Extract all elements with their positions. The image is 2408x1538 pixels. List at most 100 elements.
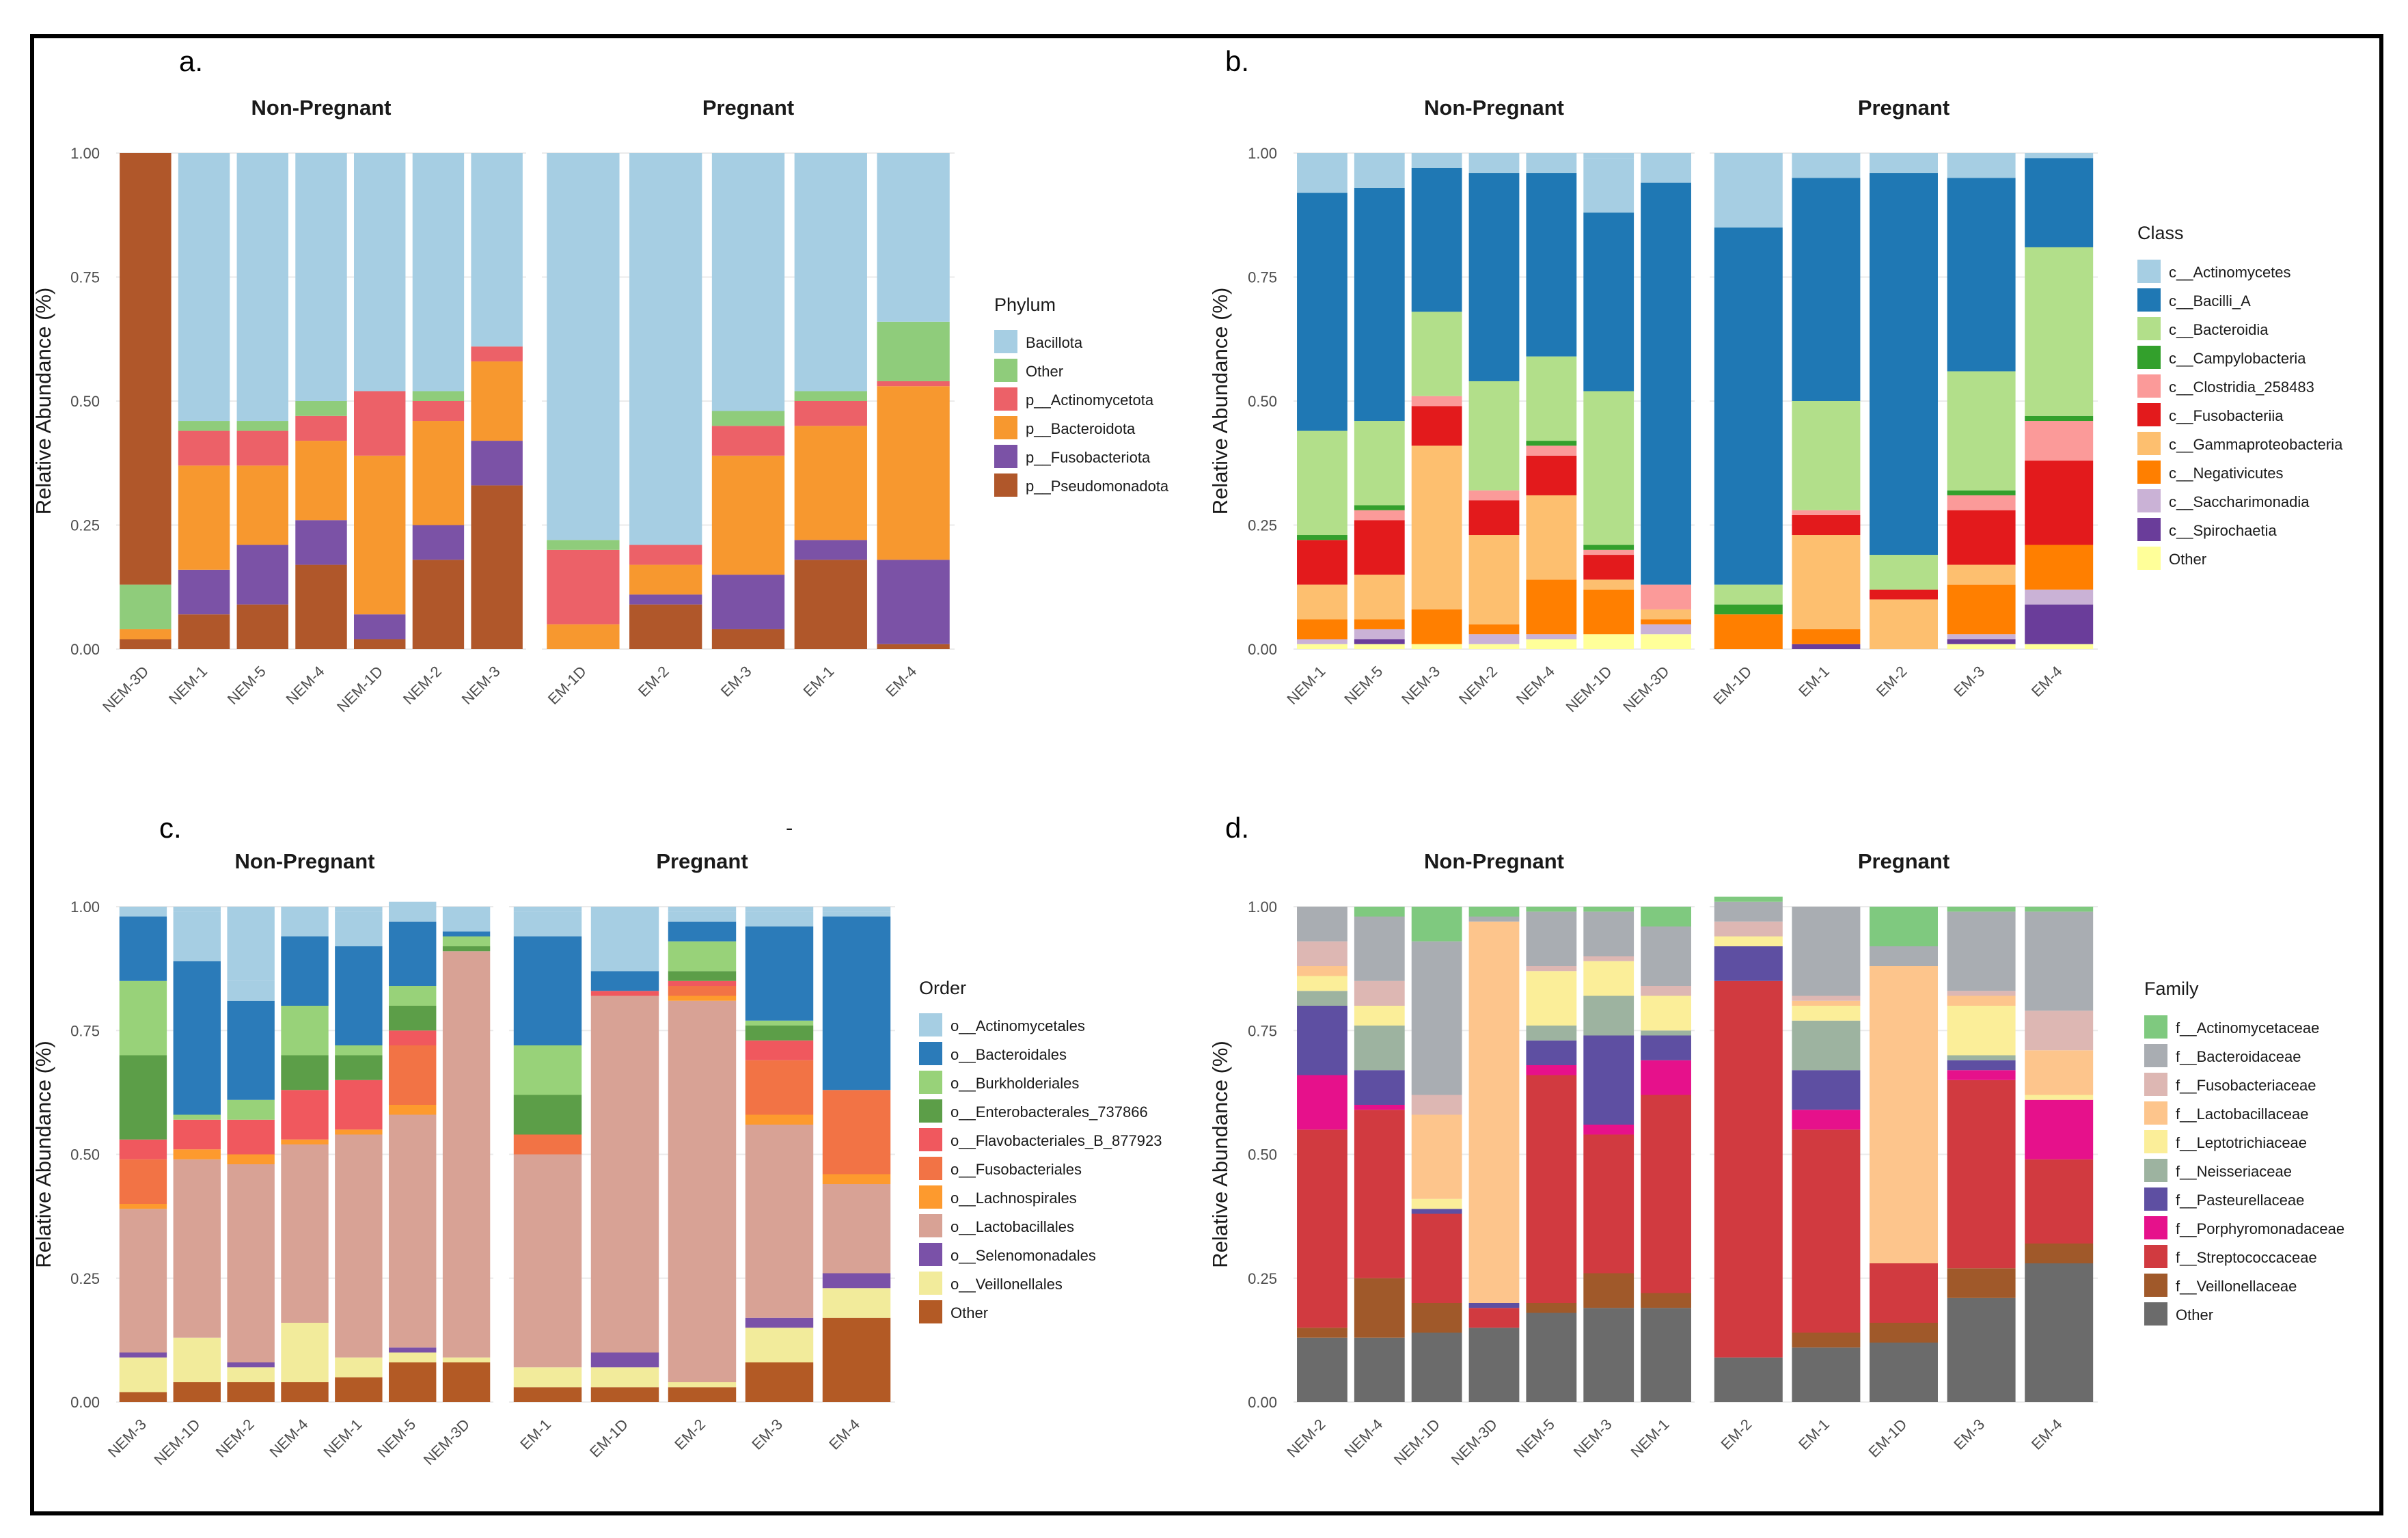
bar-segment [1583,961,1634,996]
legend-item-label: Other [950,1304,988,1321]
legend-swatch [2144,1187,2167,1211]
bar-segment [745,911,814,926]
legend-item-label: Bacillota [1026,334,1083,351]
bar-segment [547,624,620,649]
y-tick-label: 0.25 [1248,517,1277,534]
legend-item-label: o__Fusobacteriales [950,1161,1082,1178]
bar-segment [1468,921,1520,1303]
bar-segment [335,1055,383,1080]
y-tick-label: 1.00 [1248,145,1277,162]
bar-segment [1468,1328,1520,1402]
bar-segment [227,1119,275,1155]
x-tick-label: EM-3 [1950,1416,1988,1453]
bar-segment [1792,629,1861,644]
bar-segment [1870,153,1938,174]
bar-segment [173,907,221,912]
x-tick-label: NEM-1D [1562,663,1615,715]
legend-swatch [919,1157,942,1180]
bar-segment [471,346,523,361]
bar-segment [173,1149,221,1159]
legend-item-label: o__Lachnospirales [950,1190,1077,1207]
x-tick-label: NEM-2 [400,663,445,708]
bar-segment [2025,1011,2094,1051]
bar-segment [295,153,347,401]
bar-segment [1714,936,1783,946]
bar-segment [389,901,437,922]
bar-segment [1714,921,1783,937]
bar-segment [412,560,465,649]
bar-segment [629,594,702,605]
legend-item-label: c__Clostridia_258483 [2169,379,2314,396]
legend-swatch [2137,346,2161,369]
bar-segment [1526,1313,1577,1402]
bar-segment [1583,634,1634,649]
bar-segment [1641,619,1691,624]
bar-segment [281,1382,329,1402]
bar-segment [1526,1026,1577,1041]
bar-segment [668,1382,737,1388]
legend-swatch [2144,1130,2167,1153]
bar-segment [745,1362,814,1402]
y-tick-label: 1.00 [70,898,100,916]
bar-segment [1354,1006,1405,1026]
legend-swatch [919,1243,942,1266]
bar-segment [1792,401,1861,510]
bar-segment [442,931,491,937]
bar-segment [1297,540,1347,585]
bar-segment [1354,1337,1405,1402]
bar-segment [1947,495,2016,510]
bar-segment [745,1026,814,1041]
bar-segment [2025,545,2094,590]
y-tick-label: 0.00 [1248,1394,1277,1411]
y-tick-label: 0.00 [1248,641,1277,658]
legend-item-label: Other [2176,1306,2213,1323]
legend-swatch [919,1042,942,1065]
bar-segment [822,1184,891,1274]
legend-item-label: c__Spirochaetia [2169,522,2277,539]
bar-segment [227,1382,275,1402]
bar-segment [2025,1099,2094,1159]
bar-segment [1583,549,1634,555]
bar-segment [1526,153,1577,174]
bar-segment [1641,926,1691,986]
bar-segment [822,907,891,912]
bar-segment [2025,1050,2094,1095]
bar-segment [745,1020,814,1026]
bar-segment [119,916,167,981]
x-tick-label: EM-4 [2028,663,2066,700]
bar-segment [1792,1000,1861,1006]
bar-segment [794,540,867,560]
bar-segment [877,560,950,644]
bar-segment [281,1006,329,1056]
bar-segment [389,1045,437,1105]
legend-item-label: o__Burkholderiales [950,1075,1079,1092]
bar-segment [2025,1159,2094,1244]
bar-segment [281,936,329,1006]
bar-segment [412,401,465,422]
bar-segment [1354,1110,1405,1278]
x-tick-label: NEM-2 [213,1416,258,1461]
bar-segment [1583,153,1634,159]
bar-segment [1792,514,1861,536]
legend-item-label: f__Fusobacteriaceae [2176,1077,2316,1094]
bar-segment [513,936,582,1045]
bar-segment [389,1352,437,1362]
bar-segment [1411,312,1462,396]
bar-segment [1947,639,2016,644]
bar-segment [412,525,465,560]
bar-segment [119,980,167,1056]
bar-segment [1947,1268,2016,1298]
bar-segment [1526,1065,1577,1075]
bar-segment [178,569,230,615]
bar-segment [1354,187,1405,422]
bar-segment [442,1362,491,1402]
legend-swatch [919,1071,942,1094]
bar-segment [1297,535,1347,540]
legend-item-label: o__Veillonellales [950,1276,1063,1293]
bar-segment [1354,1026,1405,1071]
bar-segment [629,153,702,545]
bar-segment [1468,490,1520,501]
bar-segment [227,1000,275,1100]
y-axis-label: Relative Abundance (%) [31,1041,55,1268]
